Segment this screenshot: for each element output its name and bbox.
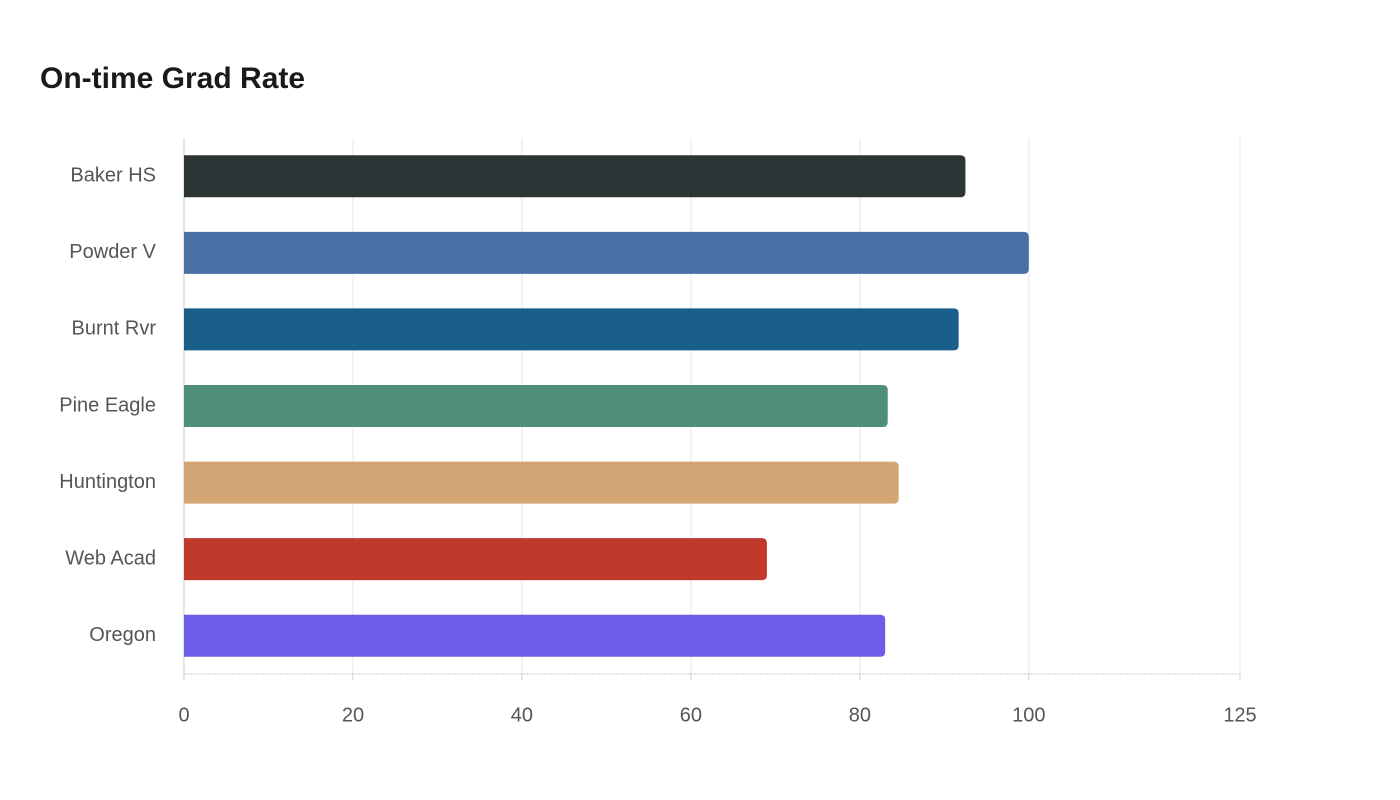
bar	[184, 461, 899, 504]
x-tick-label: 100	[1012, 704, 1045, 726]
y-tick-label: Powder V	[69, 241, 156, 263]
x-tick-label: 20	[342, 704, 364, 726]
chart-title: On-time Grad Rate	[40, 62, 305, 95]
bar	[184, 308, 959, 351]
y-tick-label: Web Acad	[65, 547, 156, 569]
y-tick-label: Baker HS	[70, 165, 156, 187]
x-tick-label: 80	[849, 704, 871, 726]
x-tick-label: 0	[178, 704, 189, 726]
x-tick-label: 125	[1223, 704, 1256, 726]
y-tick-label: Oregon	[89, 624, 156, 646]
x-tick-label: 60	[680, 704, 702, 726]
y-tick-label: Huntington	[59, 471, 156, 493]
bar	[184, 385, 888, 427]
bar	[184, 155, 966, 198]
y-tick-label: Pine Eagle	[59, 394, 156, 416]
bar	[184, 538, 767, 581]
x-tick-label: 40	[511, 704, 533, 726]
bar	[184, 231, 1029, 274]
y-tick-label: Burnt Rvr	[72, 318, 157, 340]
bar	[184, 614, 886, 657]
